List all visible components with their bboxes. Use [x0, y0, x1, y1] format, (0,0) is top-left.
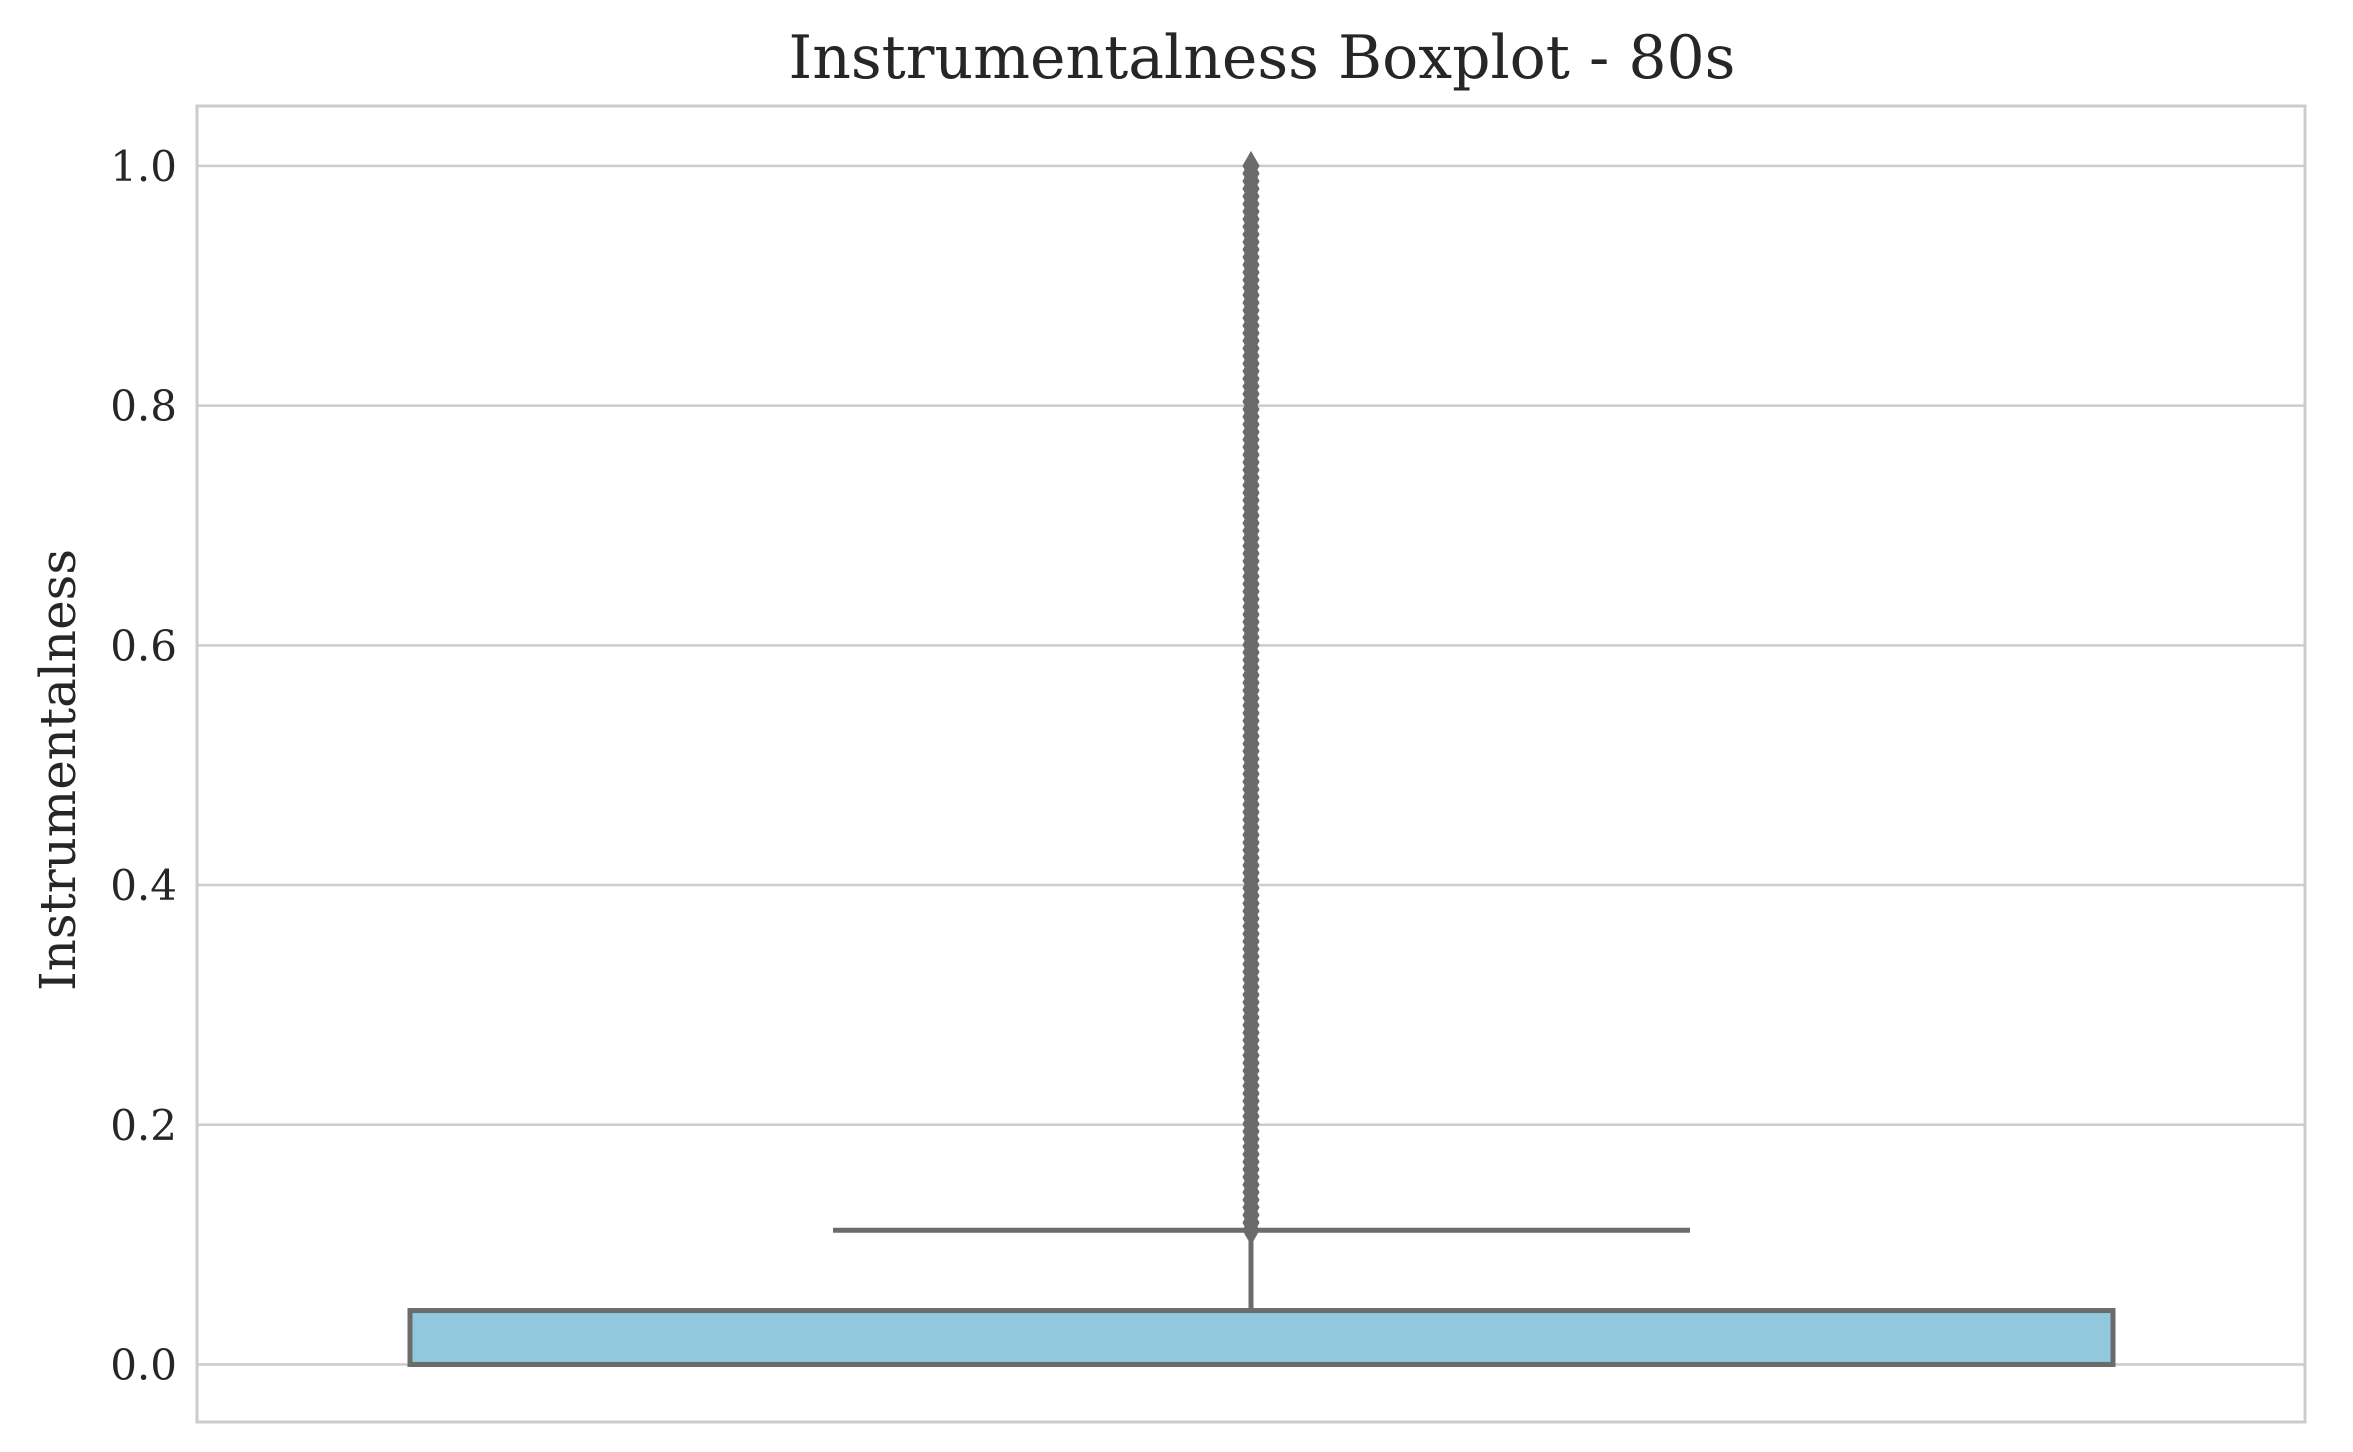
y-tick-label: 0.0: [110, 1340, 177, 1389]
plot-frame: [195, 104, 2307, 1424]
y-tick-label: 1.0: [110, 142, 177, 191]
chart-title: Instrumentalness Boxplot - 80s: [789, 23, 1736, 93]
y-tick-labels: 0.0 0.2 0.4 0.6 0.8 1.0: [110, 142, 177, 1390]
outlier-points: [1242, 150, 1260, 1246]
y-tick-label: 0.2: [110, 1101, 177, 1150]
y-tick-label: 0.4: [110, 861, 177, 910]
outlier-point: [1242, 150, 1260, 181]
boxplot-marks: [407, 150, 2116, 1367]
y-axis-label: Instrumentalness: [29, 549, 87, 991]
y-tick-label: 0.6: [110, 621, 177, 670]
y-tick-label: 0.8: [110, 382, 177, 431]
iqr-box: [407, 1308, 2116, 1367]
